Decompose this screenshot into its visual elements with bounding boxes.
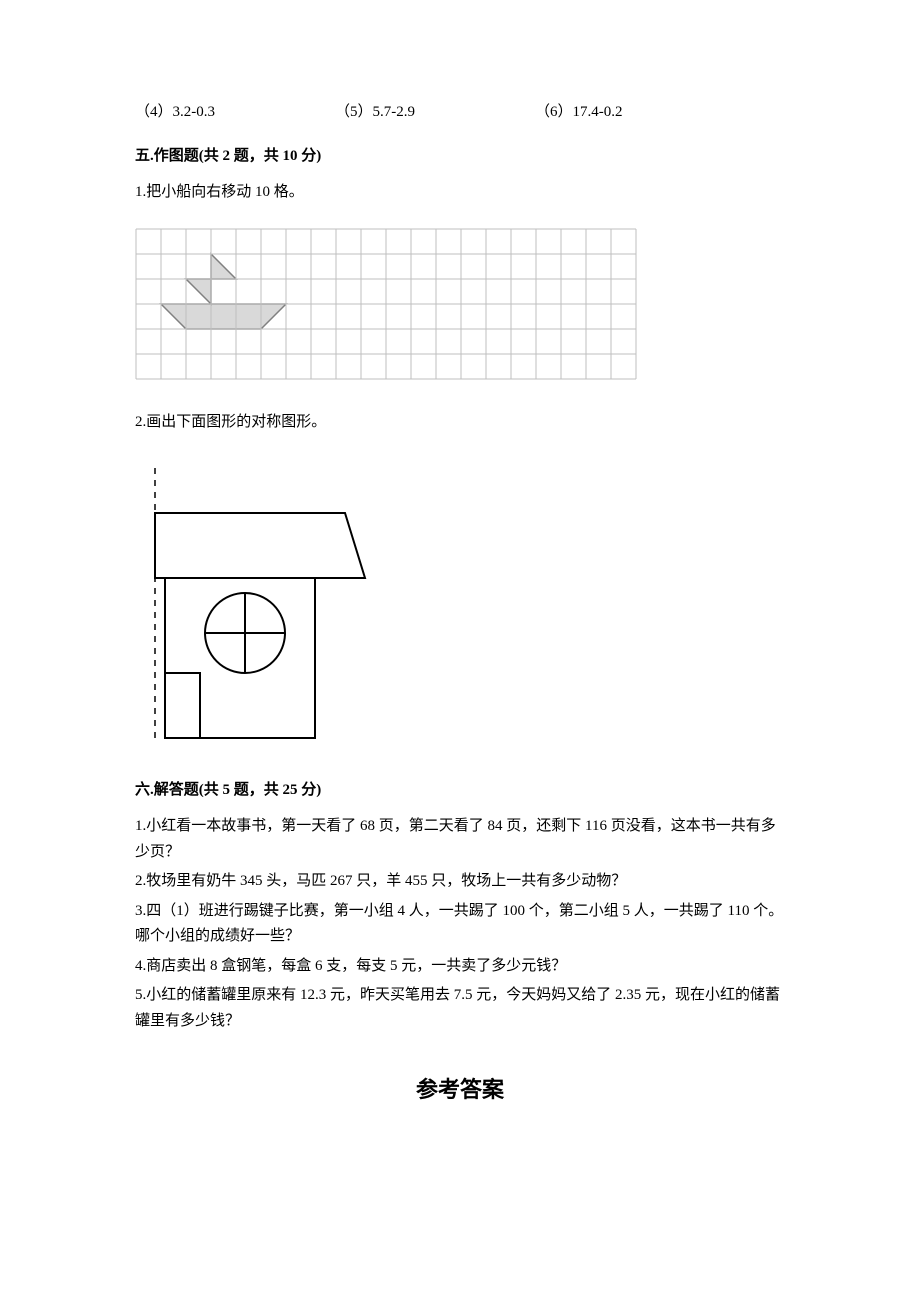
problem-3: 3.四（1）班进行踢键子比赛，第一小组 4 人，一共踢了 100 个，第二小组 … — [135, 899, 785, 950]
problem-4: 4.商店卖出 8 盒钢笔，每盒 6 支，每支 5 元，一共卖了多少元钱？ — [135, 954, 785, 980]
calc-item-4: （4）3.2-0.3 — [135, 100, 335, 124]
answer-key-title: 参考答案 — [135, 1072, 785, 1107]
section-5-header: 五.作图题(共 2 题，共 10 分) — [135, 144, 785, 168]
problem-1: 1.小红看一本故事书，第一天看了 68 页，第二天看了 84 页，还剩下 116… — [135, 814, 785, 865]
question-5-1: 1.把小船向右移动 10 格。 — [135, 180, 785, 204]
house-figure — [135, 458, 785, 748]
word-problems: 1.小红看一本故事书，第一天看了 68 页，第二天看了 84 页，还剩下 116… — [135, 814, 785, 1034]
problem-5: 5.小红的储蓄罐里原来有 12.3 元，昨天买笔用去 7.5 元，今天妈妈又给了… — [135, 983, 785, 1034]
calc-item-5: （5）5.7-2.9 — [335, 100, 535, 124]
section-6-header: 六.解答题(共 5 题，共 25 分) — [135, 778, 785, 802]
problem-2: 2.牧场里有奶牛 345 头，马匹 267 只，羊 455 只，牧场上一共有多少… — [135, 869, 785, 895]
calc-row: （4）3.2-0.3 （5）5.7-2.9 （6）17.4-0.2 — [135, 100, 785, 124]
calc-item-6: （6）17.4-0.2 — [535, 100, 735, 124]
boat-grid-svg — [135, 228, 637, 380]
boat-grid-figure — [135, 228, 785, 380]
question-5-2: 2.画出下面图形的对称图形。 — [135, 410, 785, 434]
house-svg — [135, 458, 375, 748]
